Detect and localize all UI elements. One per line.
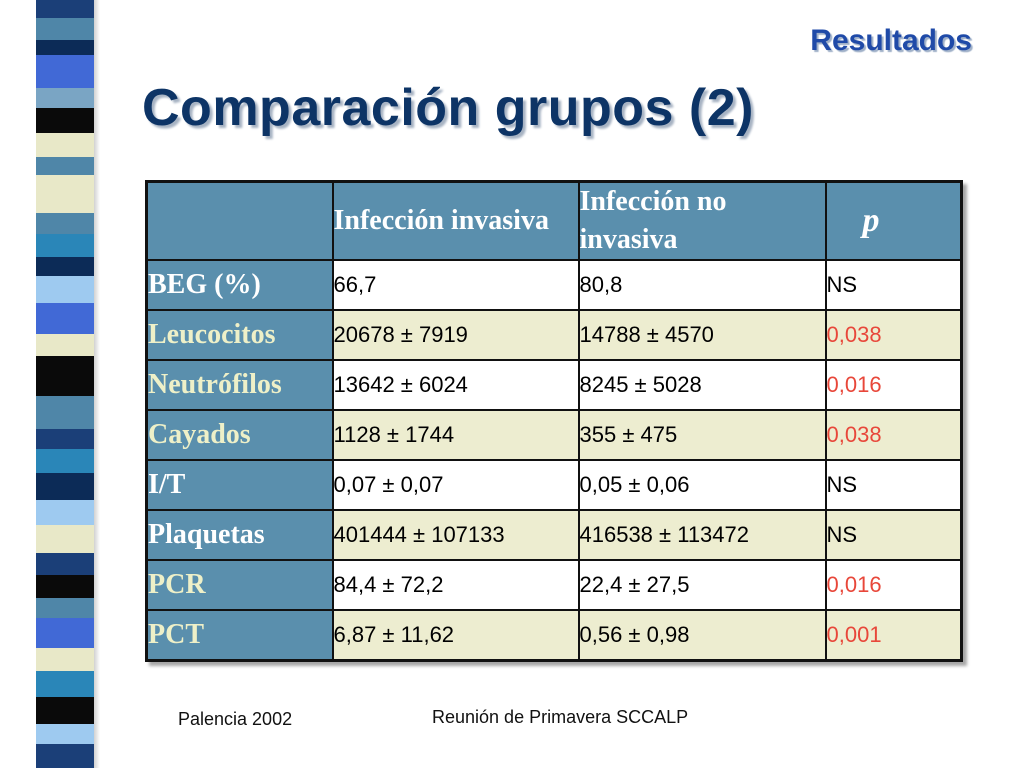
stripe-shadow bbox=[94, 0, 100, 768]
cell-no-invasiva: 14788 ± 4570 bbox=[577, 309, 827, 361]
table-row: Plaquetas 401444 ± 107133 416538 ± 11347… bbox=[145, 509, 963, 561]
table-row: Leucocitos 20678 ± 7919 14788 ± 4570 0,0… bbox=[145, 309, 963, 361]
cell-invasiva: 20678 ± 7919 bbox=[331, 309, 580, 361]
cell-no-invasiva: 0,05 ± 0,06 bbox=[577, 459, 827, 511]
cell-invasiva: 0,07 ± 0,07 bbox=[331, 459, 580, 511]
row-label: BEG (%) bbox=[145, 259, 334, 311]
cell-p-value: NS bbox=[824, 509, 963, 561]
row-label: PCR bbox=[145, 559, 334, 611]
cell-p-value: NS bbox=[824, 259, 963, 311]
row-label: Neutrófilos bbox=[145, 359, 334, 411]
header-p-value: p bbox=[824, 180, 963, 261]
cell-no-invasiva: 0,56 ± 0,98 bbox=[577, 609, 827, 662]
table-row: Cayados 1128 ± 1744 355 ± 475 0,038 bbox=[145, 409, 963, 461]
cell-p-value: 0,038 bbox=[824, 309, 963, 361]
table-row: PCR 84,4 ± 72,2 22,4 ± 27,5 0,016 bbox=[145, 559, 963, 611]
table-header-row: Infección invasiva Infección no invasiva… bbox=[145, 180, 963, 261]
cell-invasiva: 401444 ± 107133 bbox=[331, 509, 580, 561]
table-row: BEG (%) 66,7 80,8 NS bbox=[145, 259, 963, 311]
cell-invasiva: 1128 ± 1744 bbox=[331, 409, 580, 461]
cell-p-value: 0,001 bbox=[824, 609, 963, 662]
cell-no-invasiva: 416538 ± 113472 bbox=[577, 509, 827, 561]
cell-p-value: 0,038 bbox=[824, 409, 963, 461]
table-row: PCT 6,87 ± 11,62 0,56 ± 0,98 0,001 bbox=[145, 609, 963, 662]
decorative-stripe bbox=[36, 0, 94, 768]
row-label: Plaquetas bbox=[145, 509, 334, 561]
cell-invasiva: 6,87 ± 11,62 bbox=[331, 609, 580, 662]
header-infeccion-no-invasiva: Infección no invasiva bbox=[577, 180, 827, 261]
row-label: Leucocitos bbox=[145, 309, 334, 361]
section-label: Resultados bbox=[810, 24, 972, 57]
cell-no-invasiva: 8245 ± 5028 bbox=[577, 359, 827, 411]
cell-invasiva: 84,4 ± 72,2 bbox=[331, 559, 580, 611]
footer-location: Palencia 2002 bbox=[178, 709, 293, 729]
table-row: I/T 0,07 ± 0,07 0,05 ± 0,06 NS bbox=[145, 459, 963, 511]
cell-p-value: NS bbox=[824, 459, 963, 511]
results-table: Infección invasiva Infección no invasiva… bbox=[145, 180, 963, 662]
cell-no-invasiva: 22,4 ± 27,5 bbox=[577, 559, 827, 611]
table-row: Neutrófilos 13642 ± 6024 8245 ± 5028 0,0… bbox=[145, 359, 963, 411]
header-infeccion-invasiva: Infección invasiva bbox=[331, 180, 580, 261]
cell-invasiva: 66,7 bbox=[331, 259, 580, 311]
cell-p-value: 0,016 bbox=[824, 359, 963, 411]
cell-no-invasiva: 80,8 bbox=[577, 259, 827, 311]
slide-title: Comparación grupos (2) bbox=[142, 79, 754, 137]
row-label: PCT bbox=[145, 609, 334, 662]
header-blank-cell bbox=[145, 180, 334, 261]
row-label: Cayados bbox=[145, 409, 334, 461]
cell-no-invasiva: 355 ± 475 bbox=[577, 409, 827, 461]
cell-invasiva: 13642 ± 6024 bbox=[331, 359, 580, 411]
cell-p-value: 0,016 bbox=[824, 559, 963, 611]
row-label: I/T bbox=[145, 459, 334, 511]
footer-event: Reunión de Primavera SCCALP bbox=[432, 707, 689, 727]
